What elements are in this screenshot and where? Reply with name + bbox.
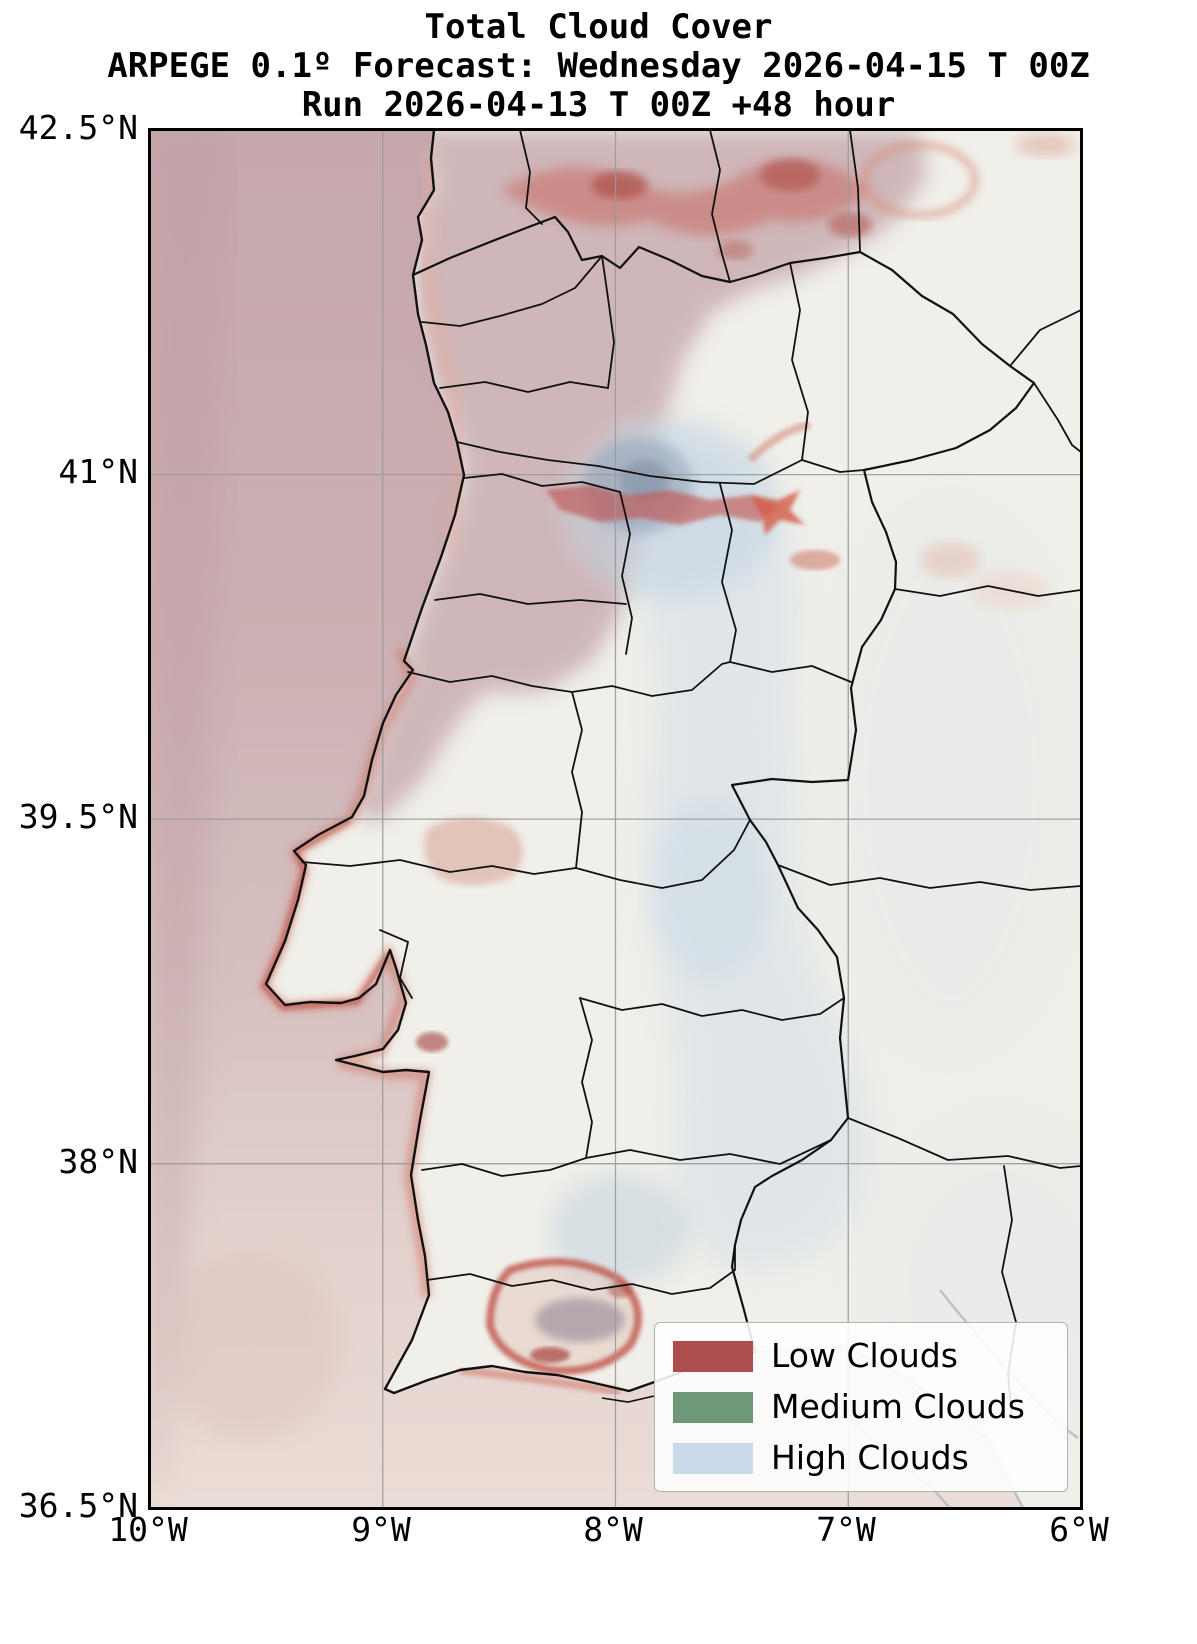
legend-item: Medium Clouds <box>673 1389 1049 1425</box>
legend-item: Low Clouds <box>673 1338 1049 1374</box>
x-tick-label: 9°W <box>351 1510 411 1549</box>
legend-swatch-low-clouds <box>673 1340 753 1372</box>
legend-label: Medium Clouds <box>771 1387 1025 1426</box>
y-tick-label: 42.5°N <box>18 108 138 147</box>
legend-label: Low Clouds <box>771 1336 958 1375</box>
legend-swatch-medium-clouds <box>673 1391 753 1423</box>
x-tick-label: 6°W <box>1049 1510 1109 1549</box>
y-tick-label: 39.5°N <box>18 797 138 836</box>
x-tick-label: 8°W <box>583 1510 643 1549</box>
chart-title: Total Cloud Cover <box>424 7 773 47</box>
figure-titles: Total Cloud Cover ARPEGE 0.1º Forecast: … <box>0 8 1197 125</box>
chart-subtitle: ARPEGE 0.1º Forecast: Wednesday 2026-04-… <box>107 46 1090 86</box>
legend: Low Clouds Medium Clouds High Clouds <box>654 1322 1068 1492</box>
legend-label: High Clouds <box>771 1438 969 1477</box>
y-tick-label: 36.5°N <box>18 1486 138 1525</box>
chart-run-line: Run 2026-04-13 T 00Z +48 hour <box>301 85 896 125</box>
y-tick-label: 38°N <box>58 1142 138 1181</box>
map-frame: Low Clouds Medium Clouds High Clouds <box>148 128 1083 1510</box>
y-tick-label: 41°N <box>58 452 138 491</box>
legend-item: High Clouds <box>673 1440 1049 1476</box>
x-tick-label: 10°W <box>108 1510 188 1549</box>
legend-swatch-high-clouds <box>673 1442 753 1474</box>
map-canvas <box>150 130 1081 1508</box>
x-tick-label: 7°W <box>816 1510 876 1549</box>
